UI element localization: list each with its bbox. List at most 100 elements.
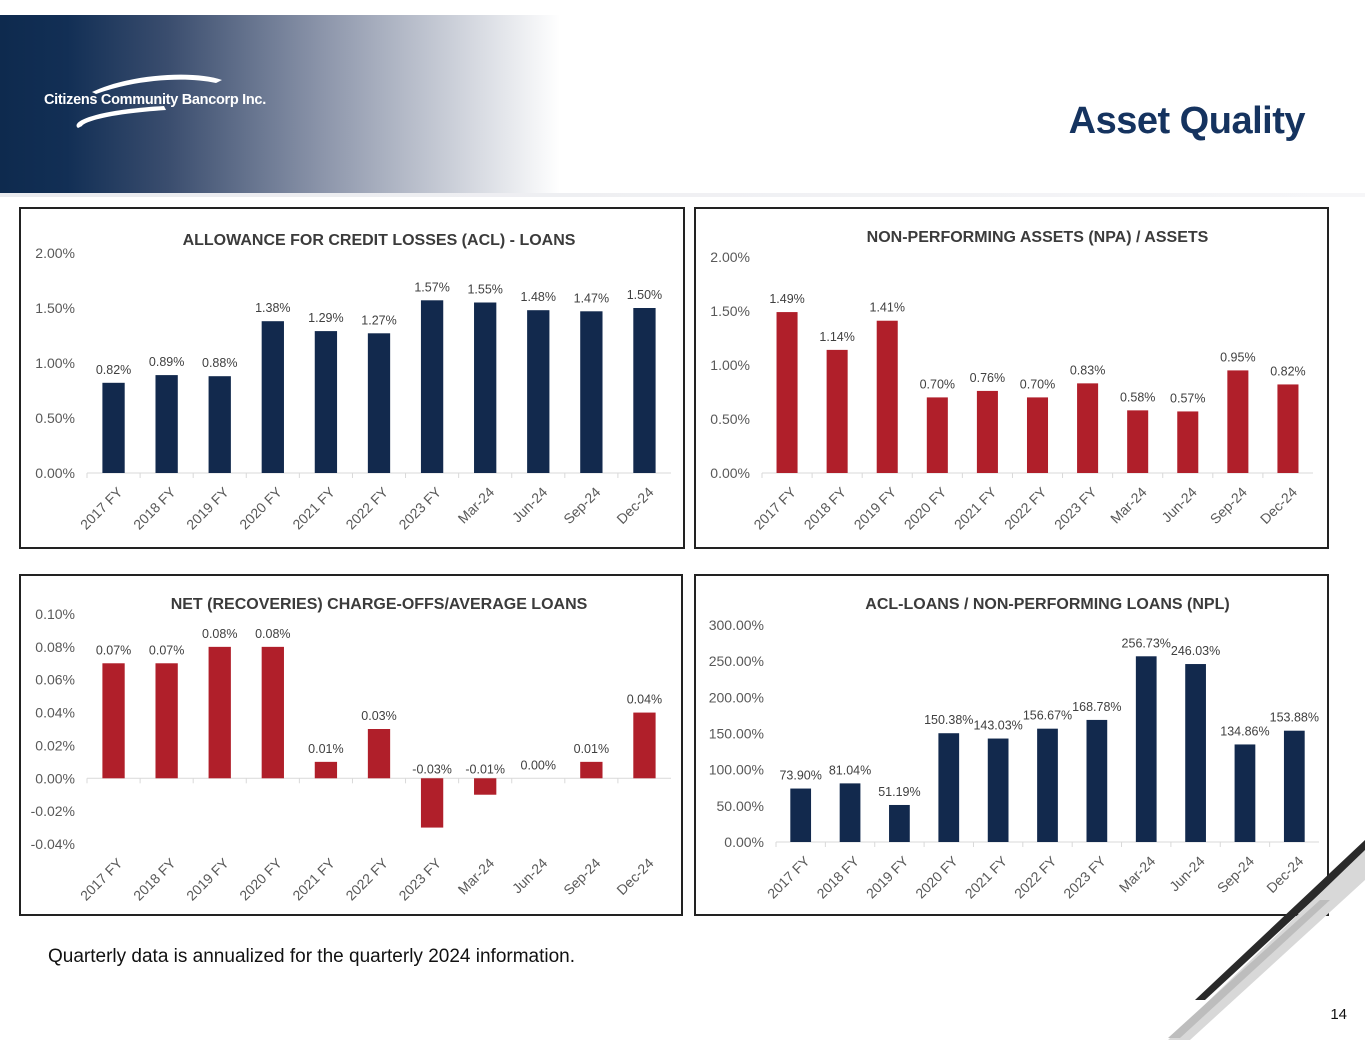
x-tick-label: 2020 FY	[236, 854, 285, 903]
x-tick-label: 2022 FY	[1001, 483, 1050, 532]
bar	[839, 783, 861, 842]
y-tick-label: 50.00%	[717, 798, 764, 814]
bar	[474, 302, 497, 473]
bar	[926, 397, 948, 473]
data-label: 1.29%	[308, 311, 343, 325]
bar	[208, 646, 231, 779]
bar	[155, 375, 178, 473]
x-tick-label: Mar-24	[455, 484, 498, 527]
data-label: 0.07%	[96, 643, 131, 657]
company-name: Citizens Community Bancorp Inc.	[44, 92, 266, 108]
bar	[580, 761, 603, 779]
y-tick-label: 1.50%	[35, 300, 75, 316]
logo-swoosh-icon	[76, 74, 222, 128]
bar	[1185, 664, 1206, 842]
y-tick-label: 2.00%	[35, 245, 75, 261]
chart-panel-npa-assets: NON-PERFORMING ASSETS (NPA) / ASSETS 0.00…	[694, 207, 1329, 549]
x-tick-label: 2017 FY	[77, 483, 126, 532]
data-label: 0.04%	[627, 693, 662, 707]
bar	[314, 331, 338, 473]
bar	[1026, 397, 1049, 473]
data-label: 256.73%	[1122, 636, 1171, 650]
data-label: 0.82%	[96, 363, 131, 377]
x-tick-label: 2023 FY	[1060, 852, 1109, 901]
x-tick-label: Sep-24	[560, 855, 603, 898]
bar	[976, 390, 998, 473]
bar	[527, 310, 550, 473]
bar	[938, 733, 960, 842]
footnote: Quarterly data is annualized for the qua…	[48, 946, 576, 967]
bar	[1234, 744, 1256, 842]
x-tick-label: 2017 FY	[764, 852, 813, 901]
x-tick-label: 2020 FY	[236, 483, 285, 532]
bar	[1086, 719, 1108, 842]
bar	[420, 300, 444, 473]
chart-title: NET (RECOVERIES) CHARGE-OFFS/AVERAGE LOA…	[171, 596, 588, 613]
bar	[155, 663, 178, 779]
x-tick-label: 2019 FY	[863, 852, 912, 901]
data-label: 0.83%	[1070, 363, 1105, 377]
y-tick-label: 250.00%	[709, 653, 764, 669]
bar	[420, 778, 444, 828]
y-tick-label: 0.00%	[724, 834, 764, 850]
x-tick-label: Jun-24	[1158, 484, 1200, 526]
bar	[633, 712, 656, 779]
x-tick-label: Dec-24	[613, 855, 656, 898]
data-label: 0.82%	[1270, 364, 1305, 378]
chart-panel-net-charge-offs: NET (RECOVERIES) CHARGE-OFFS/AVERAGE LOA…	[19, 574, 683, 916]
x-tick-label: 2020 FY	[912, 852, 961, 901]
y-tick-label: 0.50%	[710, 411, 750, 427]
y-tick-label: 150.00%	[709, 726, 764, 742]
bar	[987, 738, 1009, 842]
bar	[208, 376, 231, 473]
y-tick-label: 0.08%	[35, 639, 75, 655]
data-label: 0.70%	[1020, 377, 1055, 391]
y-tick-label: 1.50%	[710, 303, 750, 319]
data-label: 156.67%	[1023, 709, 1072, 723]
chart-npa-assets: NON-PERFORMING ASSETS (NPA) / ASSETS 0.00…	[710, 229, 1313, 533]
x-tick-label: 2018 FY	[130, 854, 179, 903]
data-label: 1.48%	[521, 290, 556, 304]
y-tick-label: 0.10%	[35, 606, 75, 622]
data-label: 1.41%	[870, 301, 905, 315]
bar	[261, 646, 284, 779]
data-label: 1.57%	[414, 280, 449, 294]
bar	[367, 729, 391, 779]
y-tick-label: 0.06%	[35, 672, 75, 688]
x-tick-label: 2021 FY	[962, 852, 1011, 901]
data-label: -0.01%	[465, 762, 505, 776]
y-tick-label: 300.00%	[709, 617, 764, 633]
y-tick-label: 0.00%	[35, 770, 75, 786]
data-label: 168.78%	[1072, 700, 1121, 714]
bar	[474, 778, 497, 795]
bar	[776, 312, 798, 473]
bar	[314, 761, 338, 779]
data-label: 1.27%	[361, 313, 396, 327]
data-label: 81.04%	[829, 763, 871, 777]
x-tick-label: 2023 FY	[1051, 483, 1100, 532]
bar	[1177, 411, 1199, 473]
x-tick-label: Jun-24	[509, 855, 551, 897]
y-tick-label: -0.04%	[31, 836, 75, 852]
chart-title: ACL-LOANS / NON-PERFORMING LOANS (NPL)	[865, 596, 1229, 613]
chart-title: ALLOWANCE FOR CREDIT LOSSES (ACL) - LOAN…	[183, 232, 576, 249]
bar	[826, 349, 848, 473]
y-tick-label: 1.00%	[35, 355, 75, 371]
data-label: 0.01%	[574, 742, 609, 756]
bar	[1037, 728, 1058, 842]
data-label: 246.03%	[1171, 644, 1220, 658]
bar	[102, 663, 125, 779]
chart-panel-acl-loans: ALLOWANCE FOR CREDIT LOSSES (ACL) - LOAN…	[19, 207, 685, 549]
chart-panel-acl-npl: ACL-LOANS / NON-PERFORMING LOANS (NPL) 0.…	[694, 574, 1329, 916]
bar	[367, 333, 391, 473]
corner-decoration	[1168, 840, 1365, 1040]
x-tick-label: 2021 FY	[951, 483, 1000, 532]
x-tick-label: 2017 FY	[77, 854, 126, 903]
x-tick-label: Sep-24	[1207, 484, 1250, 527]
data-label: 0.89%	[149, 355, 184, 369]
x-tick-label: 2023 FY	[395, 854, 444, 903]
x-tick-label: 2020 FY	[901, 483, 950, 532]
bar	[876, 320, 898, 473]
y-tick-label: 1.00%	[710, 357, 750, 373]
data-label: 0.01%	[308, 742, 343, 756]
